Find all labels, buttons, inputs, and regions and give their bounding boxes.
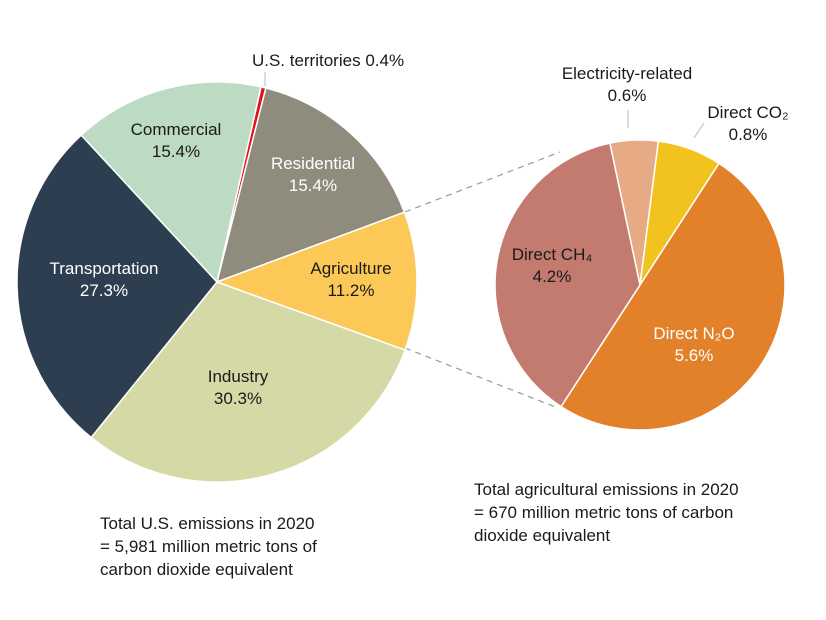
slice-residential [215, 87, 406, 284]
label-direct-n2o: Direct N₂O 5.6% [653, 324, 735, 365]
label-agriculture: Agriculture 11.2% [310, 259, 392, 300]
slice-agriculture [214, 211, 418, 352]
label-commercial: Commercial 15.4% [130, 120, 222, 161]
total-agriculture-note: Total agricultural emissions in 2020 = 67… [474, 480, 739, 545]
label-direct-ch4: Direct CH₄ 4.2% [511, 245, 593, 286]
label-industry: Industry 30.3% [207, 367, 269, 408]
slice-commercial [80, 81, 262, 284]
label-residential: Residential 15.4% [270, 154, 356, 195]
label-direct-co2: Direct CO₂ 0.8% [707, 103, 789, 144]
slice-transportation [16, 134, 218, 439]
total-us-note: Total U.S. emissions in 2020 = 5,981 mill… [100, 514, 317, 579]
slice-direct-n-o [559, 162, 786, 431]
label-transportation: Transportation 27.3% [49, 259, 159, 300]
label-us-territories: U.S. territories 0.4% [251, 51, 405, 70]
connector-line-bottom [404, 347, 559, 409]
leader-direct-co2 [693, 122, 705, 139]
slice-direct-ch- [494, 142, 641, 408]
connector-line-top [404, 151, 561, 213]
slice-industry [90, 281, 407, 483]
label-electricity-related: Electricity-related 0.6% [561, 64, 693, 105]
